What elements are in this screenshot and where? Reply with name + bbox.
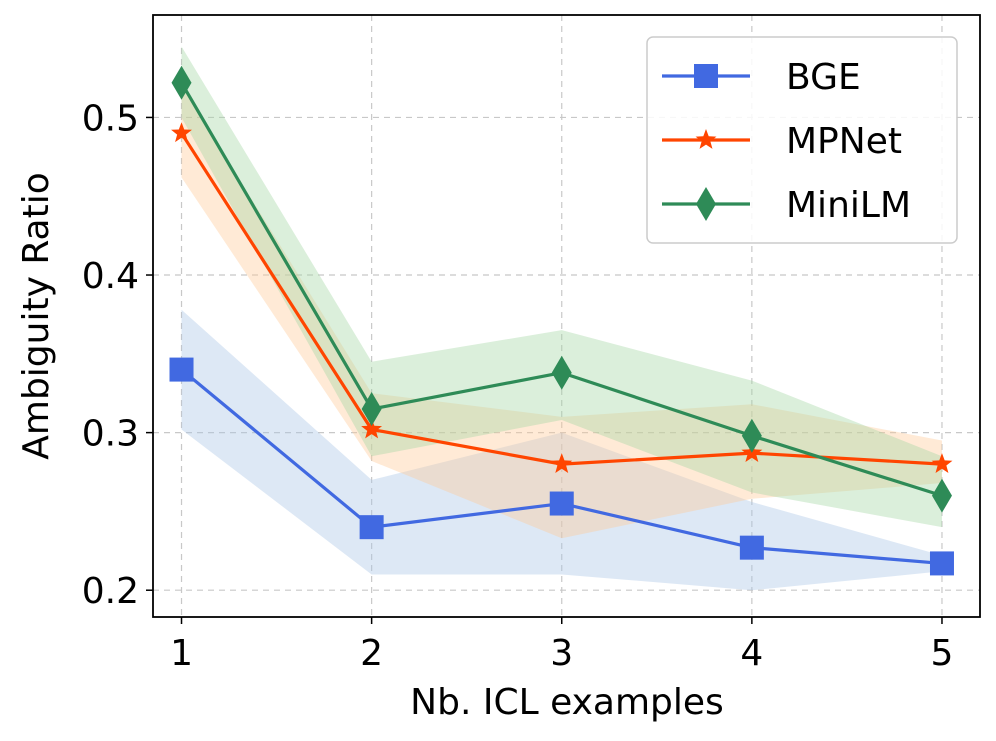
axis-ticks: 1 2 3 4 5 0.2 0.3 0.4 0.5 — [82, 98, 954, 674]
marker-bge-1 — [169, 357, 194, 382]
x-axis-label: Nb. ICL examples — [410, 682, 724, 723]
marker-bge-4 — [739, 535, 764, 560]
legend: BGE MPNet MiniLM — [646, 36, 958, 244]
plot-frame — [152, 14, 981, 618]
legend-label-mpnet: MPNet — [786, 121, 902, 162]
marker-minilm-4 — [741, 418, 762, 453]
y-axis-label: Ambiguity Ratio — [16, 172, 57, 460]
y-tick-label-1: 0.2 — [82, 571, 139, 612]
legend-label-minilm: MiniLM — [786, 185, 911, 226]
x-tick-label-2: 2 — [360, 633, 383, 674]
marker-minilm-1 — [171, 65, 192, 100]
y-tick-label-2: 0.3 — [82, 414, 139, 455]
y-tick-label-3: 0.4 — [82, 256, 139, 297]
marker-minilm-3 — [551, 355, 572, 390]
marker-minilm-2 — [361, 391, 382, 426]
x-tick-label-5: 5 — [931, 633, 954, 674]
marker-minilm-5 — [931, 478, 952, 513]
y-tick-label-4: 0.5 — [82, 98, 139, 139]
legend-box — [646, 36, 958, 244]
legend-label-bge: BGE — [786, 57, 861, 98]
x-tick-label-4: 4 — [740, 633, 763, 674]
marker-bge-5 — [929, 551, 954, 576]
x-tick-label-3: 3 — [550, 633, 573, 674]
marker-mpnet-3 — [551, 453, 573, 474]
series-markers — [169, 65, 954, 576]
legend-marker-mpnet — [695, 129, 717, 149]
legend-marker-bge — [694, 64, 718, 88]
marker-bge-3 — [549, 491, 574, 516]
marker-mpnet-1 — [171, 122, 192, 143]
marker-bge-2 — [359, 515, 384, 540]
legend-marker-minilm — [696, 187, 716, 221]
x-tick-label-1: 1 — [170, 633, 193, 674]
marker-mpnet-2 — [361, 418, 383, 439]
marker-mpnet-5 — [931, 453, 953, 474]
